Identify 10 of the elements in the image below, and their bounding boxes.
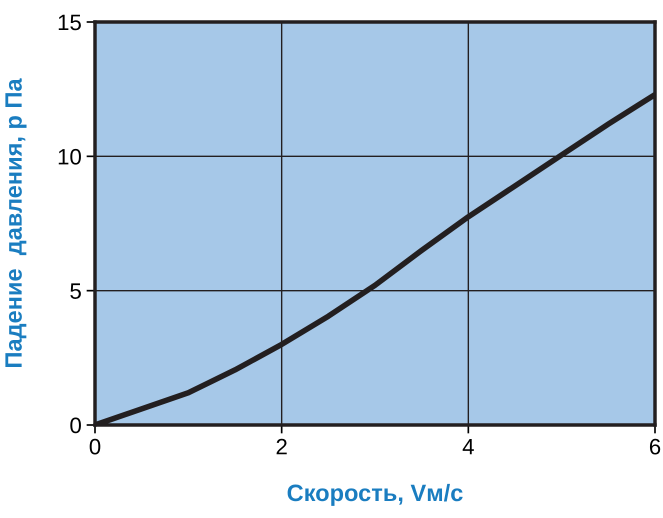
x-tick-label: 6: [650, 438, 660, 455]
x-tick-label: 4: [462, 439, 474, 454]
y-tick-label: 5: [70, 283, 81, 299]
y-tick-label: 10: [58, 148, 81, 165]
y-axis-title: Падение давления, р Па: [5, 78, 27, 367]
y-tick-label: 15: [58, 14, 81, 30]
y-tick-label: 0: [70, 418, 81, 434]
x-tick-label: 0: [90, 438, 100, 455]
x-axis-title: Скорость, Vм/с: [288, 484, 463, 506]
x-tick-label: 2: [276, 438, 287, 454]
